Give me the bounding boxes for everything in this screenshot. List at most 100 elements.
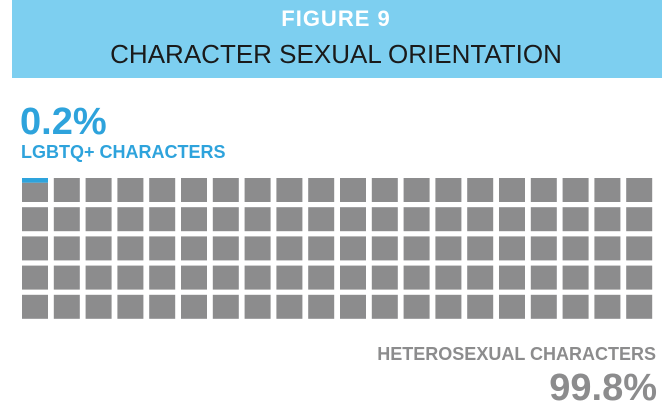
waffle-cell <box>403 178 430 202</box>
waffle-cell <box>435 236 462 261</box>
waffle-cell <box>53 178 80 202</box>
hetero-label: HETEROSEXUAL CHARACTERS <box>377 344 656 364</box>
waffle-cell <box>85 236 112 261</box>
waffle-cell <box>244 236 271 261</box>
waffle-cell <box>340 265 366 290</box>
waffle-cell <box>371 236 398 261</box>
waffle-cell <box>467 236 494 261</box>
waffle-cell <box>467 178 494 202</box>
waffle-cell <box>85 178 112 202</box>
waffle-cell <box>626 265 653 290</box>
waffle-cell <box>181 294 207 319</box>
waffle-cell <box>530 294 557 319</box>
waffle-cell <box>530 207 557 232</box>
waffle-cell <box>403 236 430 261</box>
waffle-cell <box>117 207 144 232</box>
waffle-cell <box>467 265 494 290</box>
waffle-cell <box>594 294 621 319</box>
waffle-cell <box>117 265 144 290</box>
waffle-cell <box>403 207 430 232</box>
waffle-cell <box>403 294 430 319</box>
waffle-cell <box>435 207 462 232</box>
waffle-cell <box>403 265 430 290</box>
waffle-cell <box>340 178 366 202</box>
waffle-cell <box>499 236 525 261</box>
waffle-cell <box>594 207 621 232</box>
waffle-cell <box>562 236 589 261</box>
waffle-cell <box>530 265 557 290</box>
chart-title: CHARACTER SEXUAL ORIENTATION <box>110 39 562 69</box>
waffle-cell <box>308 294 335 319</box>
waffle-cell <box>626 207 653 232</box>
lgbtq-value: 0.2% <box>20 101 107 143</box>
waffle-cell <box>149 265 176 290</box>
lgbtq-label: LGBTQ+ CHARACTERS <box>21 142 226 162</box>
waffle-cell <box>244 207 271 232</box>
waffle-cell <box>212 265 239 290</box>
waffle-cell <box>467 294 494 319</box>
waffle-cell <box>149 178 176 202</box>
waffle-cell <box>149 236 176 261</box>
waffle-cell <box>594 265 621 290</box>
waffle-cell <box>244 265 271 290</box>
waffle-cell <box>244 178 271 202</box>
waffle-cell <box>53 265 80 290</box>
waffle-cell <box>212 236 239 261</box>
waffle-cell <box>181 178 207 202</box>
waffle-cell <box>499 265 525 290</box>
waffle-cell <box>22 236 48 261</box>
waffle-cell <box>340 207 366 232</box>
waffle-cell <box>117 178 144 202</box>
waffle-cell <box>212 207 239 232</box>
waffle-cell <box>562 265 589 290</box>
waffle-cell <box>85 207 112 232</box>
waffle-cell <box>22 265 48 290</box>
waffle-cell <box>340 236 366 261</box>
waffle-cell <box>85 294 112 319</box>
waffle-cell <box>212 294 239 319</box>
figure-label: FIGURE 9 <box>281 6 390 31</box>
waffle-cell <box>244 294 271 319</box>
waffle-cell <box>22 207 48 232</box>
waffle-cell <box>371 294 398 319</box>
waffle-cell <box>594 236 621 261</box>
waffle-cell <box>276 178 303 202</box>
waffle-cell <box>340 294 366 319</box>
waffle-cell <box>181 236 207 261</box>
waffle-cell <box>276 294 303 319</box>
waffle-cell <box>149 207 176 232</box>
waffle-cell <box>276 265 303 290</box>
waffle-cell <box>435 178 462 202</box>
waffle-cell <box>530 236 557 261</box>
waffle-cell <box>117 236 144 261</box>
waffle-cell <box>181 265 207 290</box>
waffle-cell <box>308 236 335 261</box>
waffle-cell <box>22 294 48 319</box>
waffle-cell <box>53 207 80 232</box>
waffle-cell <box>276 236 303 261</box>
waffle-cell <box>562 207 589 232</box>
waffle-cell <box>308 178 335 202</box>
waffle-cell <box>308 207 335 232</box>
waffle-cell <box>499 178 525 202</box>
waffle-cell <box>499 207 525 232</box>
hetero-value: 99.8% <box>549 367 657 409</box>
waffle-cell <box>435 294 462 319</box>
waffle-cell <box>371 178 398 202</box>
waffle-cell <box>276 207 303 232</box>
waffle-cell <box>53 294 80 319</box>
waffle-cell <box>562 178 589 202</box>
waffle-cell <box>435 265 462 290</box>
waffle-cell <box>371 265 398 290</box>
waffle-cell <box>626 178 653 202</box>
waffle-cell <box>85 265 112 290</box>
waffle-cell <box>22 182 48 202</box>
waffle-cell <box>149 294 176 319</box>
waffle-cell <box>212 178 239 202</box>
waffle-cell <box>594 178 621 202</box>
waffle-cell <box>22 178 48 183</box>
waffle-cell <box>562 294 589 319</box>
waffle-cell <box>626 236 653 261</box>
waffle-cell <box>117 294 144 319</box>
header-band <box>12 0 662 78</box>
